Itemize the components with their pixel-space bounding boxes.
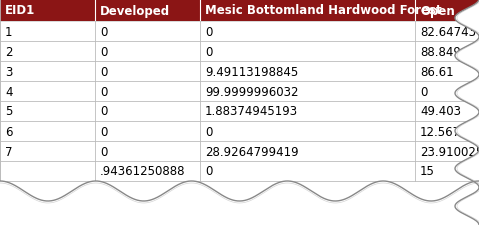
Bar: [415, 42, 479, 62]
Text: 23.910025: 23.910025: [420, 145, 479, 158]
Bar: [415, 101, 479, 122]
Text: 99.9999996032: 99.9999996032: [205, 85, 298, 98]
Bar: [0, 0, 95, 22]
Bar: [200, 161, 415, 181]
Text: 0: 0: [420, 85, 427, 98]
Text: 82.64743: 82.64743: [420, 25, 476, 38]
Polygon shape: [0, 181, 479, 225]
Bar: [415, 122, 479, 141]
Bar: [0, 22, 95, 42]
Text: 0: 0: [205, 165, 212, 178]
Bar: [95, 161, 200, 181]
Text: 0: 0: [205, 45, 212, 58]
Text: .94361250888: .94361250888: [100, 165, 185, 178]
Text: 12.5677: 12.5677: [420, 125, 468, 138]
Bar: [200, 82, 415, 101]
Text: 88.849: 88.849: [420, 45, 461, 58]
Text: 0: 0: [205, 25, 212, 38]
Bar: [200, 122, 415, 141]
Text: 0: 0: [100, 65, 107, 78]
Text: 5: 5: [5, 105, 12, 118]
Bar: [95, 62, 200, 82]
Bar: [95, 141, 200, 161]
Text: 3: 3: [5, 65, 12, 78]
Text: 0: 0: [100, 85, 107, 98]
Text: 9.49113198845: 9.49113198845: [205, 65, 298, 78]
Text: 49.403: 49.403: [420, 105, 461, 118]
Text: 6: 6: [5, 125, 12, 138]
Bar: [415, 161, 479, 181]
Bar: [0, 82, 95, 101]
Bar: [0, 42, 95, 62]
Bar: [415, 62, 479, 82]
Bar: [95, 122, 200, 141]
Text: 1: 1: [5, 25, 12, 38]
Bar: [415, 82, 479, 101]
Text: 0: 0: [100, 125, 107, 138]
Bar: [0, 62, 95, 82]
Text: 4: 4: [5, 85, 12, 98]
Bar: [95, 42, 200, 62]
Bar: [95, 82, 200, 101]
Text: EID1: EID1: [5, 4, 35, 17]
Bar: [415, 22, 479, 42]
Bar: [200, 0, 415, 22]
Text: Mesic Bottomland Hardwood Forest: Mesic Bottomland Hardwood Forest: [205, 4, 442, 17]
Bar: [415, 0, 479, 22]
Bar: [0, 141, 95, 161]
Text: 0: 0: [100, 45, 107, 58]
Bar: [95, 22, 200, 42]
Text: 0: 0: [100, 145, 107, 158]
Text: 28.9264799419: 28.9264799419: [205, 145, 298, 158]
Bar: [415, 141, 479, 161]
Text: 2: 2: [5, 45, 12, 58]
Bar: [200, 101, 415, 122]
Bar: [95, 0, 200, 22]
Text: 0: 0: [100, 25, 107, 38]
Polygon shape: [455, 0, 479, 225]
Text: 86.61: 86.61: [420, 65, 454, 78]
Bar: [200, 141, 415, 161]
Bar: [200, 22, 415, 42]
Text: 7: 7: [5, 145, 12, 158]
Text: 0: 0: [100, 105, 107, 118]
Bar: [0, 101, 95, 122]
Bar: [95, 101, 200, 122]
Bar: [200, 62, 415, 82]
Text: 1.88374945193: 1.88374945193: [205, 105, 298, 118]
Text: 15: 15: [420, 165, 435, 178]
Text: 0: 0: [205, 125, 212, 138]
Bar: [0, 122, 95, 141]
Text: Open: Open: [420, 4, 455, 17]
Bar: [200, 42, 415, 62]
Text: Developed: Developed: [100, 4, 170, 17]
Bar: [0, 161, 95, 181]
